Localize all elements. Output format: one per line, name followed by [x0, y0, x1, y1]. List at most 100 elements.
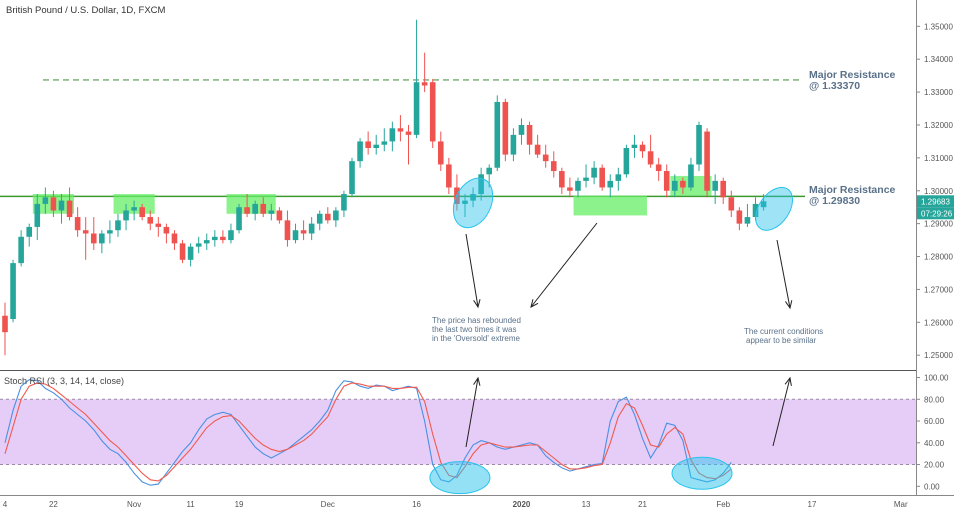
candle-48: [389, 121, 396, 152]
candle-8: [66, 187, 73, 221]
candle-82: [663, 164, 670, 198]
candle-body: [405, 131, 412, 135]
rsi-ellipse-1: [671, 456, 733, 490]
candle-40: [325, 207, 331, 224]
candle-body: [147, 217, 154, 224]
price-tick-label-6: 1.29000: [924, 220, 953, 229]
candle-body: [260, 203, 267, 214]
candle-92: [744, 203, 751, 227]
price-ellipse-rebound: [452, 177, 494, 229]
candle-body: [534, 144, 541, 155]
candle-91: [736, 207, 743, 231]
candle-22: [179, 240, 186, 264]
candle-20: [163, 223, 170, 244]
candle-body: [236, 207, 242, 231]
candle-body: [58, 200, 65, 211]
candle-body: [252, 203, 258, 214]
candle-body: [760, 201, 767, 208]
rsi-tick-label-2: 60.00: [924, 417, 945, 426]
candle-49: [397, 115, 404, 142]
price-tick-label-4: 1.31000: [924, 154, 953, 163]
arrow-rsi-2-shaft: [772, 377, 791, 447]
rsi-tick-label-1: 80.00: [924, 395, 945, 404]
candle-71: [575, 177, 581, 198]
candle-body: [607, 180, 614, 188]
candle-26: [212, 230, 218, 247]
candle-37: [300, 220, 307, 241]
candle-body: [744, 217, 751, 224]
candle-body: [470, 194, 476, 201]
candle-94: [760, 194, 767, 211]
candle-80: [647, 134, 654, 168]
candle-19: [155, 217, 162, 237]
candle-81: [655, 157, 662, 181]
candle-body: [171, 233, 178, 244]
candle-body: [736, 210, 743, 224]
candle-41: [333, 207, 339, 227]
price-tag-value: 1.29683: [921, 197, 950, 206]
candle-28: [228, 223, 234, 244]
candle-body: [18, 236, 24, 264]
candle-body: [228, 230, 234, 241]
candle-9: [74, 207, 81, 237]
candle-body: [316, 213, 323, 224]
candle-43: [349, 157, 355, 198]
candle-83: [672, 174, 678, 198]
annotation-resistance-low-line2: @ 1.29830: [809, 195, 860, 207]
candle-65: [526, 121, 533, 155]
candle-body: [728, 197, 735, 211]
candle-body: [365, 141, 371, 148]
annotation-resistance-low-line1: Major Resistance: [809, 184, 896, 196]
arrow-rebound-1-head: [473, 299, 481, 309]
arrow-rebound-1: [465, 233, 481, 309]
arrow-rsi-1-shaft: [465, 377, 479, 448]
annotation-resistance-high-line1: Major Resistance: [809, 69, 896, 81]
price-tick-label-0: 1.35000: [924, 22, 953, 31]
candle-body: [42, 197, 49, 204]
candle-85: [688, 157, 694, 191]
arrow-rebound-2-shaft: [530, 222, 598, 308]
candle-68: [550, 151, 557, 178]
annotation-rebound-line3: in the 'Oversold' extreme: [432, 334, 521, 343]
candle-6: [50, 190, 57, 218]
candle-14: [115, 213, 121, 237]
time-tick-label-4: 19: [235, 500, 244, 509]
candle-body: [446, 164, 452, 188]
time-tick-label-2: Nov: [127, 500, 141, 509]
candle-body: [357, 141, 363, 162]
time-tick-label-7: 2020: [513, 500, 531, 509]
candle-72: [583, 164, 589, 188]
price-tag: [917, 195, 954, 208]
candle-64: [518, 118, 525, 145]
candle-body: [510, 134, 517, 155]
candle-17: [139, 203, 145, 221]
candle-27: [220, 230, 226, 244]
candle-body: [421, 82, 428, 86]
annotation-current-line1: The current conditions: [744, 327, 823, 336]
candle-body: [647, 151, 654, 165]
candle-body: [688, 164, 694, 188]
candle-1: [10, 259, 16, 323]
price-tick-label-9: 1.26000: [924, 318, 953, 327]
candle-45: [365, 131, 371, 155]
candle-body: [74, 217, 81, 231]
arrow-rsi-2-head: [784, 376, 792, 386]
candle-11: [90, 217, 97, 250]
candle-29: [236, 203, 242, 234]
candle-30: [244, 194, 250, 218]
candle-53: [429, 78, 436, 148]
candle-body: [341, 194, 347, 211]
candle-body: [599, 167, 605, 188]
candle-34: [276, 207, 283, 224]
candle-88: [712, 174, 718, 204]
price-tick-label-10: 1.25000: [924, 351, 953, 360]
candle-body: [663, 171, 670, 191]
candle-body: [50, 197, 57, 211]
candle-25: [203, 233, 210, 250]
annotation-rebound-line1: The price has rebounded: [432, 316, 521, 325]
candle-15: [123, 203, 129, 231]
candle-body: [429, 82, 436, 142]
stoch-rsi-series-1: [4, 382, 732, 482]
